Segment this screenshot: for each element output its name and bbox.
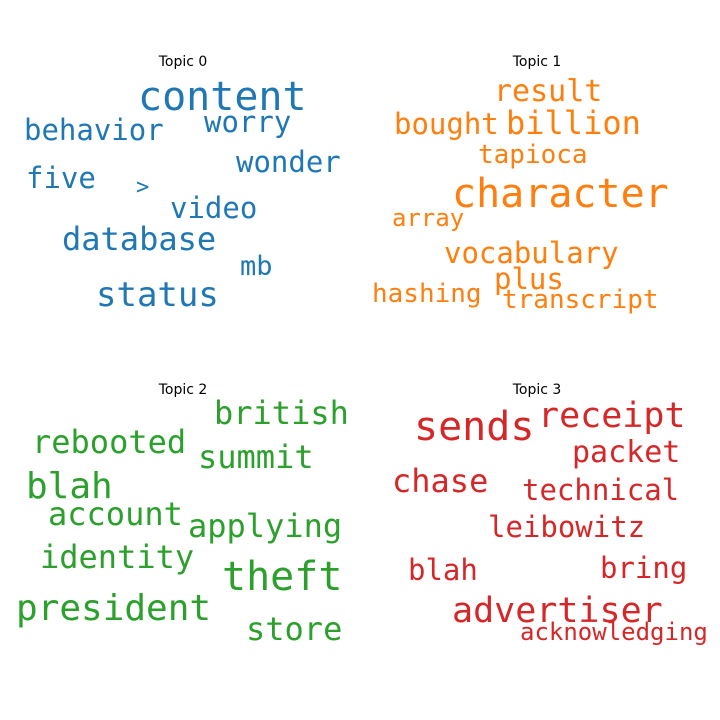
word-packet-mark: packet: [572, 435, 680, 470]
word-bought-mark: bought: [394, 107, 499, 141]
word-vocabulary-mark: vocabulary: [444, 236, 619, 270]
word-store-mark: store: [246, 610, 342, 648]
word-mb-mark: mb: [240, 251, 273, 282]
word-behavior-mark: behavior: [24, 113, 164, 147]
panel-title: Topic 0: [158, 54, 208, 70]
word-hashing-mark: hashing: [372, 279, 482, 309]
word-blah-mark: blah: [26, 466, 113, 507]
word-five-mark: five: [26, 161, 96, 195]
word-plus-mark: plus: [494, 262, 564, 296]
word-transcript-mark: transcript: [502, 285, 659, 315]
panel-title: Topic 1: [512, 54, 562, 70]
word-sends-mark: sends: [414, 404, 534, 450]
word-status-mark: status: [96, 275, 219, 315]
word-rebooted-mark: rebooted: [32, 423, 186, 461]
word-database-mark: database: [62, 220, 216, 258]
word-british-mark: british: [214, 394, 349, 432]
word-result-mark: result: [494, 74, 602, 109]
word-blah-mark: blah: [408, 553, 478, 587]
word-array-mark: array: [392, 204, 464, 232]
word-receipt-mark: receipt: [538, 396, 686, 436]
word-chase-mark: chase: [392, 462, 488, 500]
panel-title: Topic 3: [512, 382, 562, 398]
word-character-mark: character: [452, 171, 669, 217]
word-president-mark: president: [16, 588, 211, 629]
word-billion-mark: billion: [506, 104, 641, 142]
word-applying-mark: applying: [188, 507, 342, 545]
word-video-mark: video: [170, 191, 257, 225]
word-advertiser-mark: advertiser: [452, 591, 663, 631]
word-leibowitz-mark: leibowitz: [488, 510, 645, 544]
topic-panel-3: Topic 3 sends receipt advertiser chase packet…: [392, 382, 708, 646]
word-content-mark: content: [138, 74, 307, 120]
topic-panel-2: Topic 2 theft president blah british applying…: [16, 382, 349, 648]
word-account-mark: account: [48, 495, 183, 533]
word-summit-mark: summit: [198, 438, 314, 476]
word-tapioca-mark: tapioca: [478, 140, 588, 170]
word--mark: >: [136, 175, 149, 200]
word-acknowledging-mark: acknowledging: [520, 618, 708, 646]
word-worry-mark: worry: [204, 105, 291, 139]
word-theft-mark: theft: [222, 554, 342, 600]
word-technical-mark: technical: [522, 473, 679, 507]
panel-title: Topic 2: [158, 382, 208, 398]
word-bring-mark: bring: [600, 551, 687, 585]
topic-panel-0: Topic 0 content status database behavior wond…: [24, 54, 341, 315]
word-wonder-mark: wonder: [236, 145, 341, 179]
word-identity-mark: identity: [40, 538, 194, 576]
